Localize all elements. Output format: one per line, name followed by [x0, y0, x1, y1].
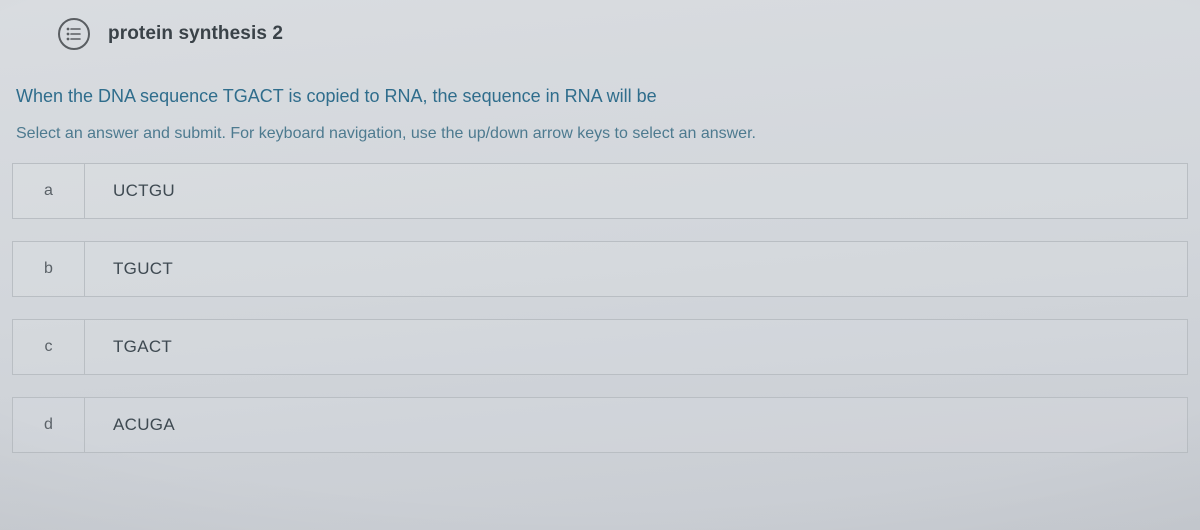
option-letter: c: [13, 320, 85, 374]
quiz-header: protein synthesis 2: [0, 10, 1200, 68]
option-letter: b: [13, 242, 85, 296]
question-list-icon: [58, 18, 90, 50]
answer-option-d[interactable]: d ACUGA: [12, 397, 1188, 453]
option-text: TGACT: [85, 320, 1187, 374]
answer-option-b[interactable]: b TGUCT: [12, 241, 1188, 297]
instruction-text: Select an answer and submit. For keyboar…: [0, 121, 1200, 163]
option-text: UCTGU: [85, 164, 1187, 218]
quiz-title: protein synthesis 2: [108, 23, 283, 45]
option-text: TGUCT: [85, 242, 1187, 296]
option-text: ACUGA: [85, 398, 1187, 452]
answer-option-c[interactable]: c TGACT: [12, 319, 1188, 375]
answer-option-a[interactable]: a UCTGU: [12, 163, 1188, 219]
answer-options: a UCTGU b TGUCT c TGACT d ACUGA: [0, 163, 1200, 453]
quiz-container: protein synthesis 2 When the DNA sequenc…: [0, 0, 1200, 453]
option-letter: d: [13, 398, 85, 452]
question-text: When the DNA sequence TGACT is copied to…: [0, 68, 1200, 121]
option-letter: a: [13, 164, 85, 218]
